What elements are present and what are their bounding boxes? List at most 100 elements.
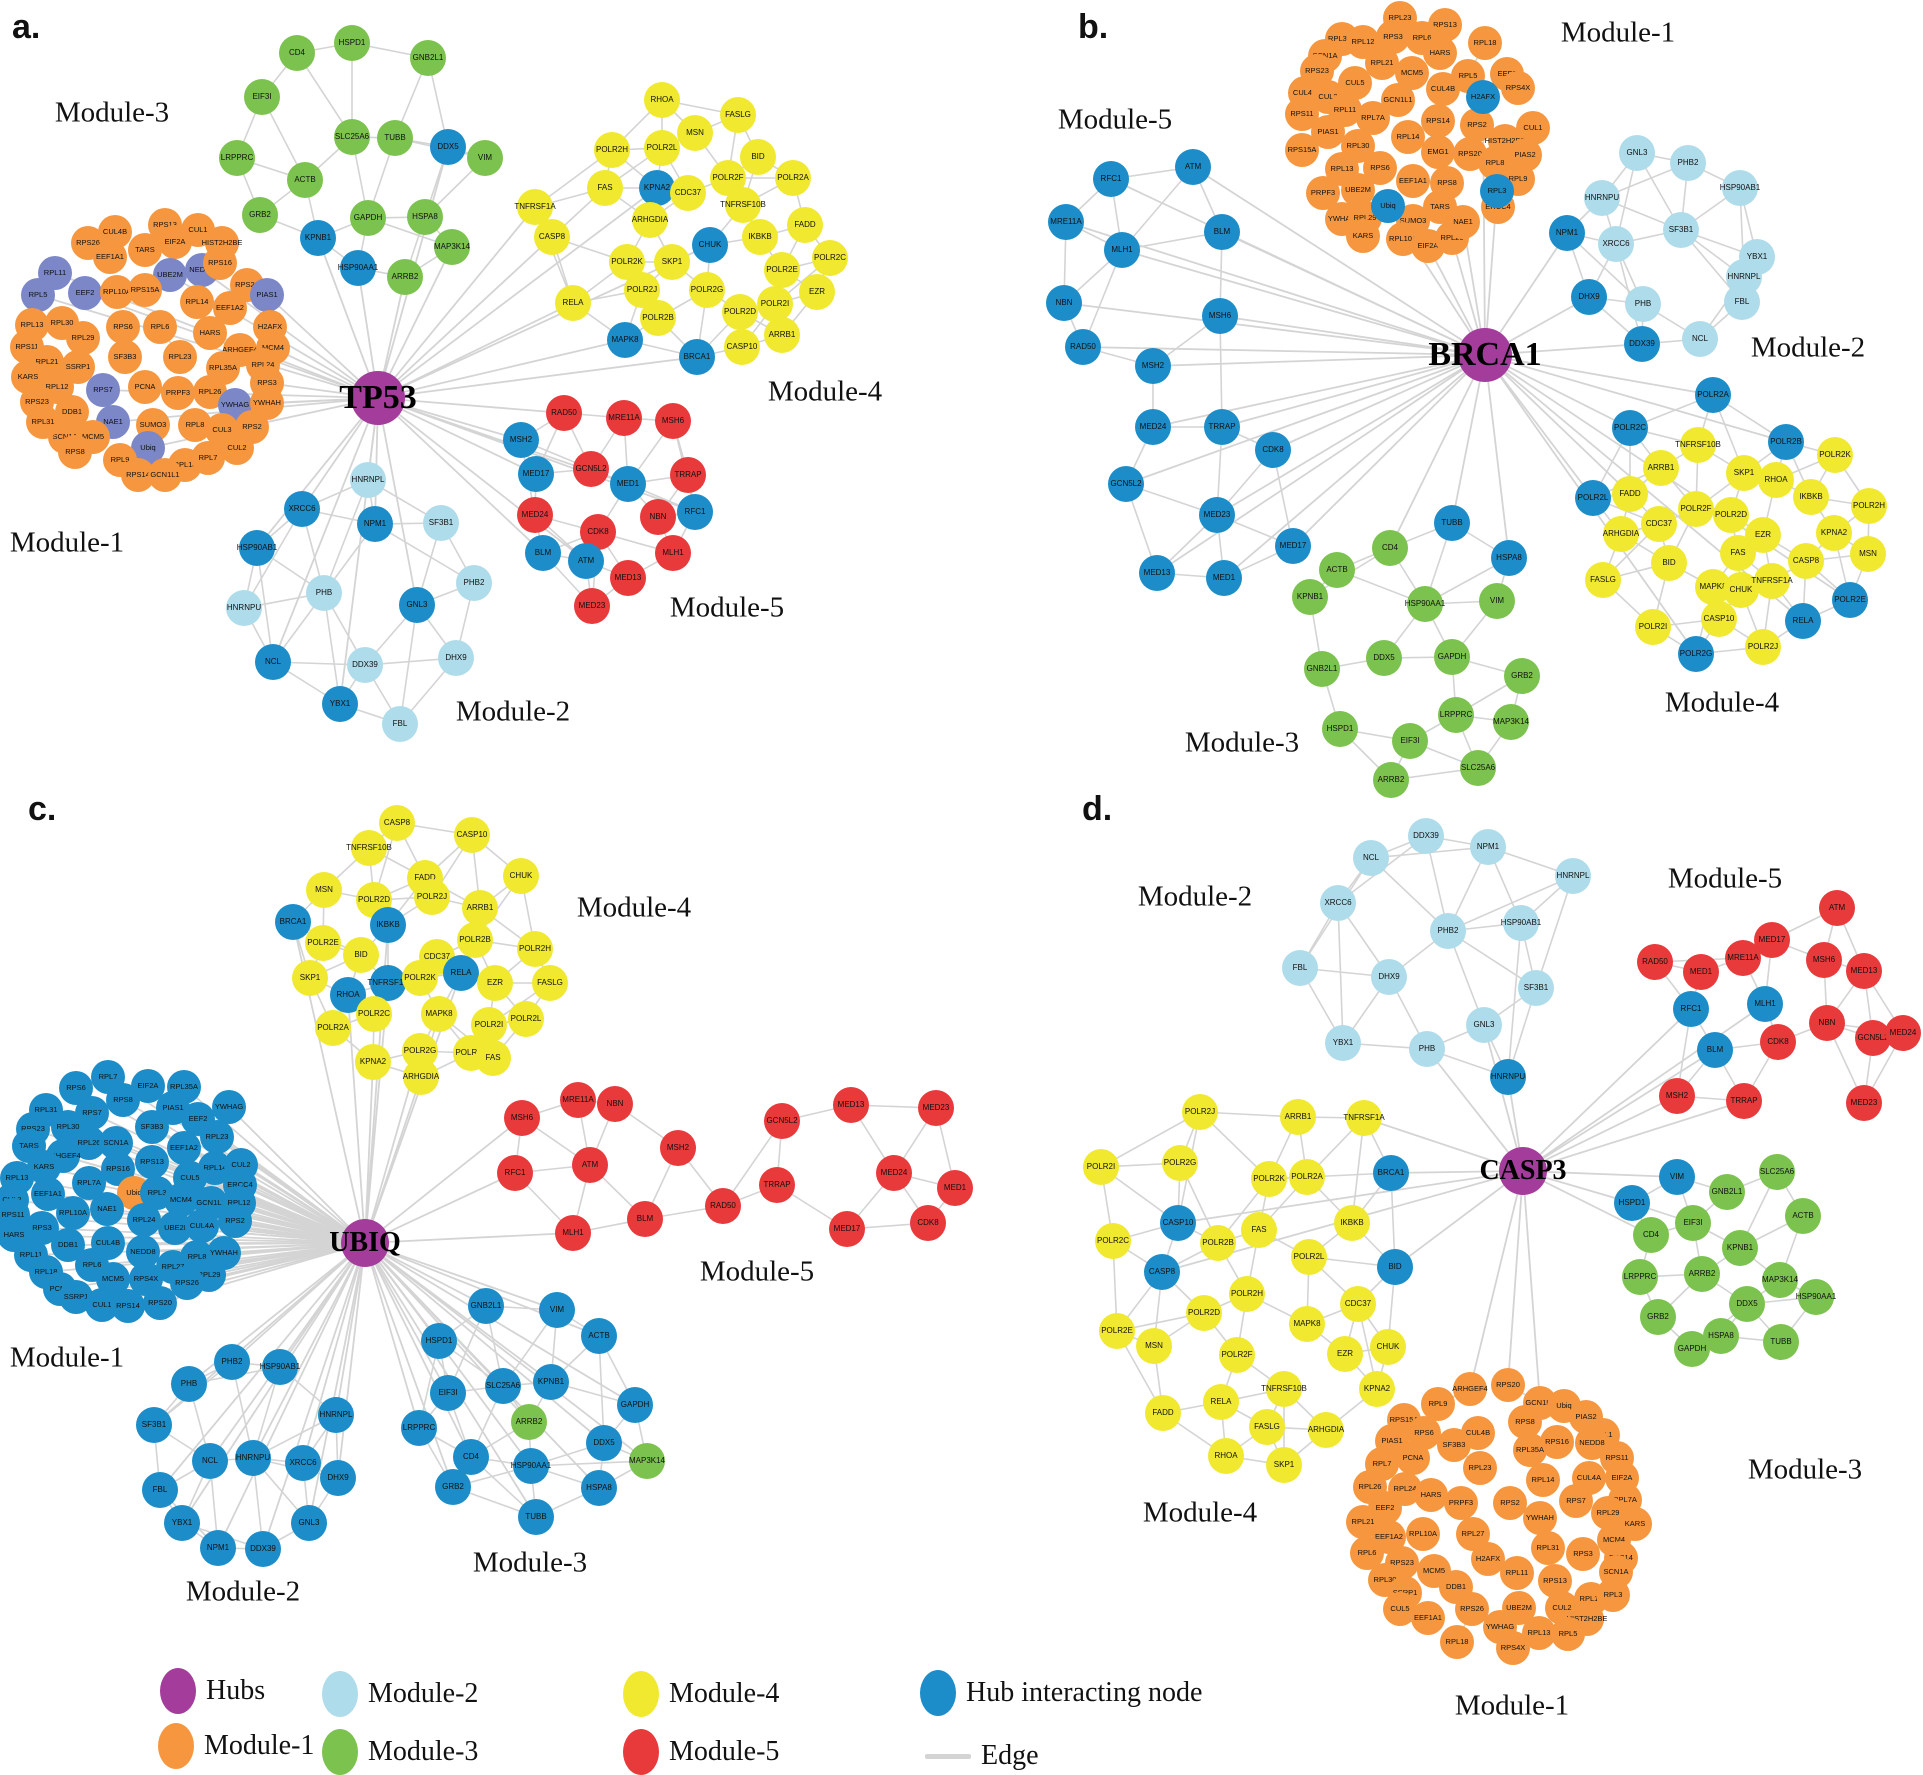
gene-node-tubb[interactable]: TUBB bbox=[377, 120, 413, 156]
gene-node-polr2j[interactable]: POLR2J bbox=[1745, 629, 1781, 665]
gene-node-gapdh[interactable]: GAPDH bbox=[1434, 639, 1470, 675]
gene-node-polr2b[interactable]: POLR2B bbox=[1200, 1225, 1236, 1261]
gene-node-ddx39[interactable]: DDX39 bbox=[1408, 818, 1444, 854]
gene-node-slc25a6[interactable]: SLC25A6 bbox=[1759, 1154, 1795, 1190]
gene-node-rpl7[interactable]: RPL7 bbox=[191, 441, 225, 475]
gene-node-msh2[interactable]: MSH2 bbox=[1659, 1078, 1695, 1114]
gene-node-npm1[interactable]: NPM1 bbox=[357, 506, 393, 542]
gene-node-hars[interactable]: HARS bbox=[1414, 1478, 1448, 1512]
gene-node-casp8[interactable]: CASP8 bbox=[534, 219, 570, 255]
gene-node-tnfrsf10b[interactable]: TNFRSF10B bbox=[720, 187, 766, 223]
gene-node-rad50[interactable]: RAD50 bbox=[546, 395, 582, 431]
gene-node-eef1a1[interactable]: EEF1A1 bbox=[1411, 1601, 1445, 1635]
gene-node-polr2b[interactable]: POLR2B bbox=[1768, 424, 1804, 460]
gene-node-fbl[interactable]: FBL bbox=[142, 1472, 178, 1508]
gene-node-tubb[interactable]: TUBB bbox=[1763, 1324, 1799, 1360]
gene-node-polr2h[interactable]: POLR2H bbox=[1229, 1276, 1265, 1312]
gene-node-msh2[interactable]: MSH2 bbox=[503, 422, 539, 458]
gene-node-rps20[interactable]: RPS20 bbox=[143, 1286, 177, 1320]
gene-node-pcna[interactable]: PCNA bbox=[128, 370, 162, 404]
gene-node-rpl6[interactable]: RPL6 bbox=[143, 310, 177, 344]
gene-node-brca1[interactable]: BRCA1 bbox=[1373, 1155, 1409, 1191]
gene-node-grb2[interactable]: GRB2 bbox=[435, 1469, 471, 1505]
gene-node-xrcc6[interactable]: XRCC6 bbox=[285, 1445, 321, 1481]
gene-node-rpl5[interactable]: RPL5 bbox=[21, 278, 55, 312]
gene-node-msh6[interactable]: MSH6 bbox=[655, 403, 691, 439]
gene-node-msn[interactable]: MSN bbox=[1136, 1328, 1172, 1364]
gene-node-arrb2[interactable]: ARRB2 bbox=[1373, 762, 1409, 798]
gene-node-rpl18[interactable]: RPL18 bbox=[1440, 1625, 1474, 1659]
gene-node-dhx9[interactable]: DHX9 bbox=[1571, 279, 1607, 315]
gene-node-phb2[interactable]: PHB2 bbox=[456, 565, 492, 601]
gene-node-polr2l[interactable]: POLR2L bbox=[508, 1001, 544, 1037]
gene-node-rela[interactable]: RELA bbox=[443, 955, 479, 991]
gene-node-rpl10a[interactable]: RPL10A bbox=[1406, 1517, 1440, 1551]
gene-node-med17[interactable]: MED17 bbox=[1275, 528, 1311, 564]
gene-node-polr2a[interactable]: POLR2A bbox=[775, 160, 811, 196]
gene-node-tubb[interactable]: TUBB bbox=[1434, 505, 1470, 541]
gene-node-ikbkb[interactable]: IKBKB bbox=[742, 219, 778, 255]
gene-node-vim[interactable]: VIM bbox=[467, 140, 503, 176]
gene-node-skp1[interactable]: SKP1 bbox=[292, 960, 328, 996]
gene-node-vim[interactable]: VIM bbox=[1479, 583, 1515, 619]
gene-node-rela[interactable]: RELA bbox=[1785, 603, 1821, 639]
gene-node-faslg[interactable]: FASLG bbox=[1585, 562, 1621, 598]
gene-node-tars[interactable]: TARS bbox=[128, 233, 162, 267]
gene-node-rfc1[interactable]: RFC1 bbox=[497, 1155, 533, 1191]
gene-node-ywhah[interactable]: YWHAH bbox=[1523, 1501, 1557, 1535]
gene-node-nbn[interactable]: NBN bbox=[640, 499, 676, 535]
gene-node-msn[interactable]: MSN bbox=[1850, 536, 1886, 572]
gene-node-fbl[interactable]: FBL bbox=[382, 706, 418, 742]
gene-node-polr2h[interactable]: POLR2H bbox=[594, 132, 630, 168]
gene-node-polr2i[interactable]: POLR2I bbox=[757, 286, 793, 322]
gene-node-cdc37[interactable]: CDC37 bbox=[1340, 1286, 1376, 1322]
gene-node-mapk8[interactable]: MAPK8 bbox=[421, 996, 457, 1032]
gene-node-kpna2[interactable]: KPNA2 bbox=[1359, 1371, 1395, 1407]
gene-node-actb[interactable]: ACTB bbox=[1319, 552, 1355, 588]
gene-node-casp8[interactable]: CASP8 bbox=[1788, 543, 1824, 579]
gene-node-polr2d[interactable]: POLR2D bbox=[722, 294, 758, 330]
gene-node-tnfrsf1a[interactable]: TNFRSF1A bbox=[1751, 563, 1793, 599]
gene-node-ikbkb[interactable]: IKBKB bbox=[1793, 479, 1829, 515]
gene-node-polr2i[interactable]: POLR2I bbox=[1635, 609, 1671, 645]
gene-node-casp8[interactable]: CASP8 bbox=[379, 805, 415, 841]
gene-node-arrb2[interactable]: ARRB2 bbox=[1684, 1256, 1720, 1292]
gene-node-rps15a[interactable]: RPS15A bbox=[128, 273, 162, 307]
gene-node-atm[interactable]: ATM bbox=[572, 1147, 608, 1183]
gene-node-polr2d[interactable]: POLR2D bbox=[1713, 497, 1749, 533]
gene-node-map3k14[interactable]: MAP3K14 bbox=[434, 229, 470, 265]
gene-node-rps14[interactable]: RPS14 bbox=[111, 1289, 145, 1323]
gene-node-polr2g[interactable]: POLR2G bbox=[1162, 1145, 1198, 1181]
gene-node-eef1a1[interactable]: EEF1A1 bbox=[1396, 164, 1430, 198]
gene-node-casp10[interactable]: CASP10 bbox=[724, 329, 760, 365]
gene-node-msh6[interactable]: MSH6 bbox=[1202, 298, 1238, 334]
gene-node-rps2[interactable]: RPS2 bbox=[218, 1204, 252, 1238]
gene-node-rps3[interactable]: RPS3 bbox=[1566, 1537, 1600, 1571]
gene-node-slc25a6[interactable]: SLC25A6 bbox=[485, 1368, 521, 1404]
gene-node-msh6[interactable]: MSH6 bbox=[1806, 942, 1842, 978]
gene-node-gnl3[interactable]: GNL3 bbox=[399, 587, 435, 623]
gene-node-phb[interactable]: PHB bbox=[1625, 286, 1661, 322]
gene-node-eif3i[interactable]: EIF3I bbox=[1675, 1205, 1711, 1241]
gene-node-rad50[interactable]: RAD50 bbox=[1637, 944, 1673, 980]
gene-node-hnrnpu[interactable]: HNRNPU bbox=[235, 1440, 271, 1476]
gene-node-slc25a6[interactable]: SLC25A6 bbox=[334, 119, 370, 155]
gene-node-ybx1[interactable]: YBX1 bbox=[164, 1505, 200, 1541]
gene-node-trrap[interactable]: TRRAP bbox=[1726, 1083, 1762, 1119]
gene-node-sf3b3[interactable]: SF3B3 bbox=[108, 340, 142, 374]
gene-node-polr2e[interactable]: POLR2E bbox=[1099, 1313, 1135, 1349]
gene-node-lrpprc[interactable]: LRPPRC bbox=[1438, 697, 1474, 733]
gene-node-pcna[interactable]: PCNA bbox=[1396, 1441, 1430, 1475]
gene-node-kpna2[interactable]: KPNA2 bbox=[1816, 515, 1852, 551]
gene-node-hnrnpl[interactable]: HNRNPL bbox=[350, 462, 386, 498]
gene-node-lrpprc[interactable]: LRPPRC bbox=[1622, 1259, 1658, 1295]
gene-node-eif2a[interactable]: EIF2A bbox=[158, 225, 192, 259]
gene-node-hspa8[interactable]: HSPA8 bbox=[581, 1470, 617, 1506]
gene-node-polr2l[interactable]: POLR2L bbox=[644, 130, 680, 166]
gene-node-rps13[interactable]: RPS13 bbox=[135, 1145, 169, 1179]
gene-node-sf3b3[interactable]: SF3B3 bbox=[135, 1110, 169, 1144]
gene-node-polr2j[interactable]: POLR2J bbox=[414, 879, 450, 915]
gene-node-hsp90aa1[interactable]: HSP90AA1 bbox=[511, 1448, 551, 1484]
gene-node-polr2a[interactable]: POLR2A bbox=[1289, 1159, 1325, 1195]
gene-node-sf3b1[interactable]: SF3B1 bbox=[1663, 212, 1699, 248]
